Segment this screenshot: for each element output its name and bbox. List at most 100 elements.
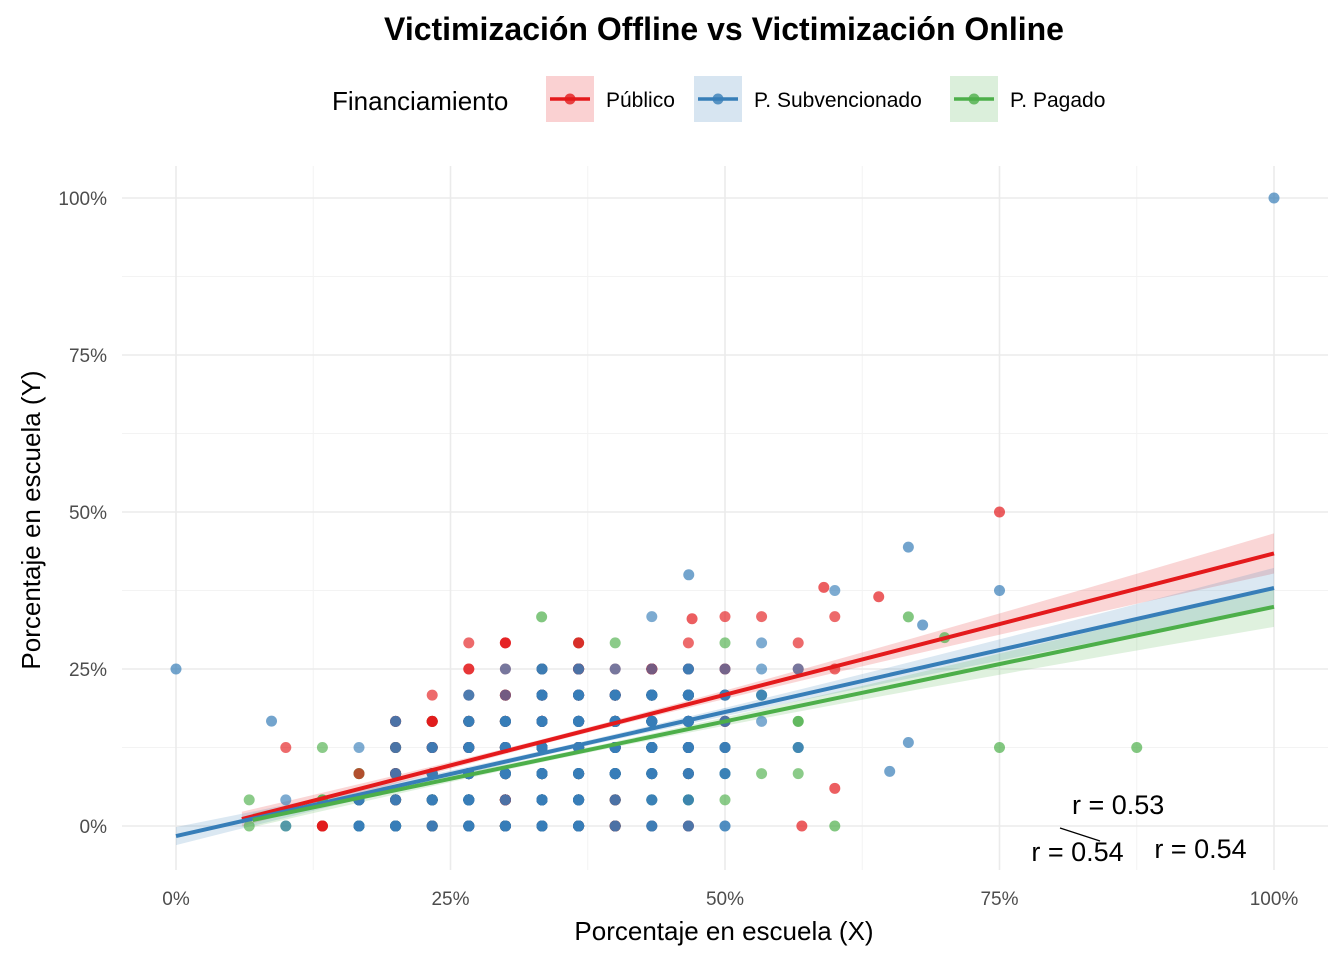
data-point <box>1268 192 1280 204</box>
data-point <box>243 794 255 806</box>
data-point <box>829 782 841 794</box>
data-point <box>829 611 841 623</box>
data-point <box>646 742 658 753</box>
correlation-label: r = 0.54 <box>1154 834 1246 864</box>
data-point <box>792 637 804 649</box>
correlation-label: r = 0.53 <box>1072 790 1164 820</box>
data-point <box>756 689 768 701</box>
legend-label: P. Subvencionado <box>754 89 922 112</box>
data-point <box>609 689 621 701</box>
data-point <box>426 715 438 727</box>
data-point <box>792 768 804 780</box>
data-point <box>426 689 438 701</box>
annotation-leader <box>1059 827 1101 842</box>
data-point <box>719 611 731 623</box>
x-tick-label: 25% <box>431 889 469 910</box>
data-point <box>756 611 768 623</box>
data-point <box>463 742 475 753</box>
data-point <box>646 820 658 832</box>
data-point <box>573 715 585 727</box>
data-point <box>682 742 694 753</box>
data-point <box>682 820 694 832</box>
data-point <box>719 637 731 649</box>
data-point <box>902 736 914 748</box>
data-point <box>390 742 402 753</box>
data-point <box>1131 742 1143 753</box>
data-point <box>463 689 475 701</box>
axis-ticks: 0% 25% 50% 75% 100% 0% 25% 50% 75% 100% <box>58 189 1298 910</box>
data-point <box>902 541 914 553</box>
data-point <box>353 820 365 832</box>
legend-key-point <box>564 93 576 105</box>
data-point <box>609 663 621 675</box>
data-point <box>353 742 365 753</box>
data-point <box>818 581 830 593</box>
data-point <box>499 663 511 675</box>
data-point <box>682 637 694 649</box>
data-point <box>682 794 694 806</box>
data-point <box>280 742 292 753</box>
data-point <box>316 742 328 753</box>
data-point <box>536 742 548 753</box>
trend-lines <box>175 551 1275 838</box>
data-point <box>463 794 475 806</box>
data-point <box>792 715 804 727</box>
data-point <box>884 765 896 777</box>
data-point <box>719 663 731 675</box>
data-point <box>646 689 658 701</box>
x-tick-label: 100% <box>1250 889 1299 910</box>
y-tick-label: 50% <box>69 503 107 524</box>
data-point <box>426 742 438 753</box>
data-point <box>536 768 548 780</box>
data-point <box>829 585 841 596</box>
legend-key-point <box>968 93 980 105</box>
y-tick-label: 0% <box>80 817 108 838</box>
grid <box>122 166 1328 870</box>
data-point <box>316 820 328 832</box>
x-tick-label: 75% <box>980 889 1018 910</box>
data-point <box>536 689 548 701</box>
data-point <box>390 715 402 727</box>
data-point <box>390 820 402 832</box>
chart-title: Victimización Offline vs Victimización O… <box>384 11 1064 47</box>
data-point <box>756 768 768 780</box>
data-point <box>573 794 585 806</box>
data-point <box>686 613 698 625</box>
data-point <box>719 742 731 753</box>
data-point <box>682 689 694 701</box>
data-point <box>994 742 1005 753</box>
x-axis-label: Porcentaje en escuela (X) <box>574 916 873 946</box>
data-point <box>609 820 621 832</box>
legend-title: Financiamiento <box>332 86 508 116</box>
data-point <box>499 637 511 649</box>
data-point <box>536 663 548 675</box>
data-point <box>573 820 585 832</box>
trend-line <box>241 551 1275 822</box>
data-point <box>243 820 255 832</box>
data-point <box>280 794 292 806</box>
legend-label: P. Pagado <box>1010 89 1105 112</box>
data-point <box>646 768 658 780</box>
data-point <box>682 663 694 675</box>
data-point <box>463 637 475 649</box>
data-point <box>683 569 695 581</box>
data-point <box>573 663 585 675</box>
data-point <box>719 794 731 806</box>
y-tick-label: 25% <box>69 660 107 681</box>
y-tick-label: 75% <box>69 346 107 367</box>
data-point <box>499 715 511 727</box>
data-point <box>426 820 438 832</box>
y-axis-label: Porcentaje en escuela (Y) <box>16 370 46 669</box>
data-point <box>792 663 804 675</box>
data-point <box>609 794 621 806</box>
data-point <box>902 611 914 623</box>
x-tick-label: 50% <box>706 889 744 910</box>
data-point <box>390 794 402 806</box>
data-point <box>646 794 658 806</box>
data-point <box>499 689 511 701</box>
legend-key-point <box>712 93 724 105</box>
data-point <box>994 585 1005 596</box>
data-point <box>463 663 475 675</box>
data-point <box>499 820 511 832</box>
